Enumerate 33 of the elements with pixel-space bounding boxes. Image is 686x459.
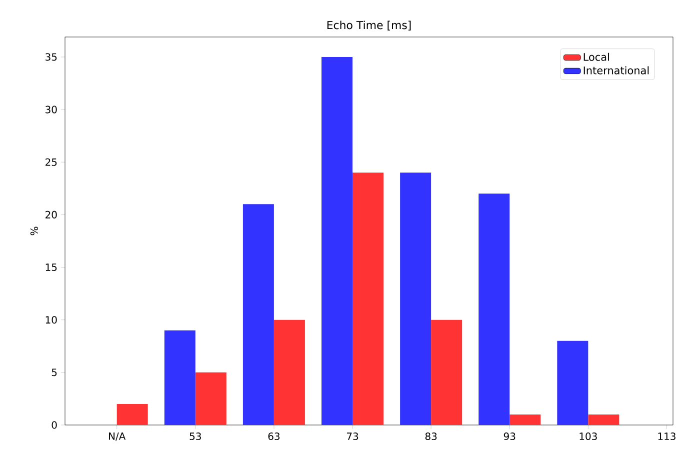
legend-label: Local <box>584 52 609 61</box>
y-axis-title: % <box>30 226 38 236</box>
bar <box>242 204 274 425</box>
y-tick-label: 15 <box>46 264 57 271</box>
x-tick-label: N/A <box>109 432 126 441</box>
x-tick-label: 53 <box>190 432 201 440</box>
y-tick-label: 35 <box>46 53 57 61</box>
bar <box>478 194 510 425</box>
y-tick-label: 30 <box>46 106 57 114</box>
legend-label: International <box>584 66 649 74</box>
y-tick-label: 5 <box>52 368 57 376</box>
x-tick-label: 103 <box>580 432 597 440</box>
bar <box>322 56 353 425</box>
y-tick-label: 10 <box>46 316 57 324</box>
bar <box>510 414 541 425</box>
bar <box>588 414 620 425</box>
x-tick-label: 113 <box>658 432 676 440</box>
bar <box>164 330 196 425</box>
bar <box>195 372 226 425</box>
bar <box>431 320 462 425</box>
x-tick-label: 93 <box>504 432 516 440</box>
y-tick-label: 25 <box>46 158 57 166</box>
chart-title: Echo Time [ms] <box>327 20 411 30</box>
y-tick-label: 20 <box>46 210 57 218</box>
x-tick-label: 83 <box>425 432 437 440</box>
bar <box>274 320 305 425</box>
x-tick-label: 73 <box>346 432 358 440</box>
bar <box>352 172 384 425</box>
bar <box>400 172 432 425</box>
bar <box>116 404 148 425</box>
x-tick-label: 63 <box>268 432 280 440</box>
y-tick-label: 0 <box>52 421 57 429</box>
bar <box>557 340 588 425</box>
